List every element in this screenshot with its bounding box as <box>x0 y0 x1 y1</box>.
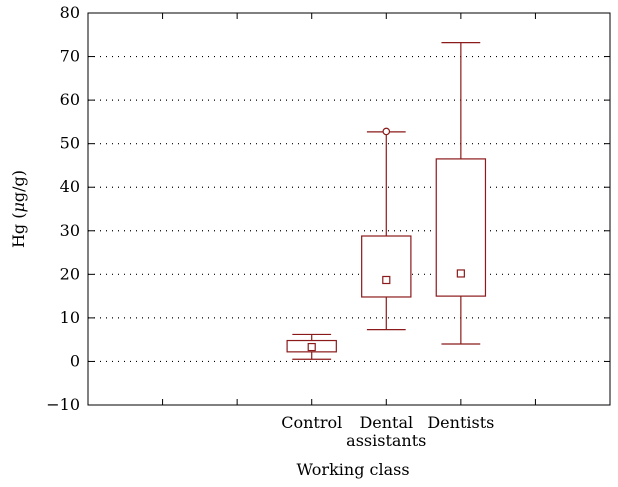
median-marker <box>382 275 391 285</box>
y-tick-label: 70 <box>60 47 80 66</box>
y-tick-label: −10 <box>46 395 80 414</box>
box <box>361 235 412 298</box>
y-tick-label: 50 <box>60 134 80 153</box>
box-item <box>435 42 487 345</box>
outlier-point <box>382 127 391 136</box>
y-tick-label: 20 <box>60 264 80 283</box>
category-label: Dentists <box>427 413 494 432</box>
category-label-line: assistants <box>346 431 426 450</box>
x-axis-title: Working class <box>296 460 409 479</box>
category-label-line: Dentists <box>427 413 494 432</box>
box-item <box>361 127 412 331</box>
category-label-line: Dental <box>359 413 413 432</box>
y-axis: −10 0 10 20 30 40 50 60 70 80 <box>46 3 610 414</box>
category-label-line: Control <box>281 413 342 432</box>
y-tick-label: 0 <box>70 351 80 370</box>
median-marker <box>456 269 465 278</box>
y-axis-title: Hg (μg/g) <box>9 170 28 248</box>
category-label: Control <box>281 413 342 432</box>
plot-frame <box>87 12 611 406</box>
box-series <box>286 42 487 360</box>
y-tick-label: 80 <box>60 3 80 22</box>
x-axis <box>162 13 536 405</box>
y-tick-label: 30 <box>60 221 80 240</box>
category-label: Dental assistants <box>346 413 426 450</box>
box-item <box>286 333 337 360</box>
y-tick-label: 40 <box>60 177 80 196</box>
median-marker <box>307 342 316 352</box>
y-tick-label: 10 <box>60 308 80 327</box>
y-tick-label: 60 <box>60 90 80 109</box>
grid-lines <box>88 55 610 363</box>
